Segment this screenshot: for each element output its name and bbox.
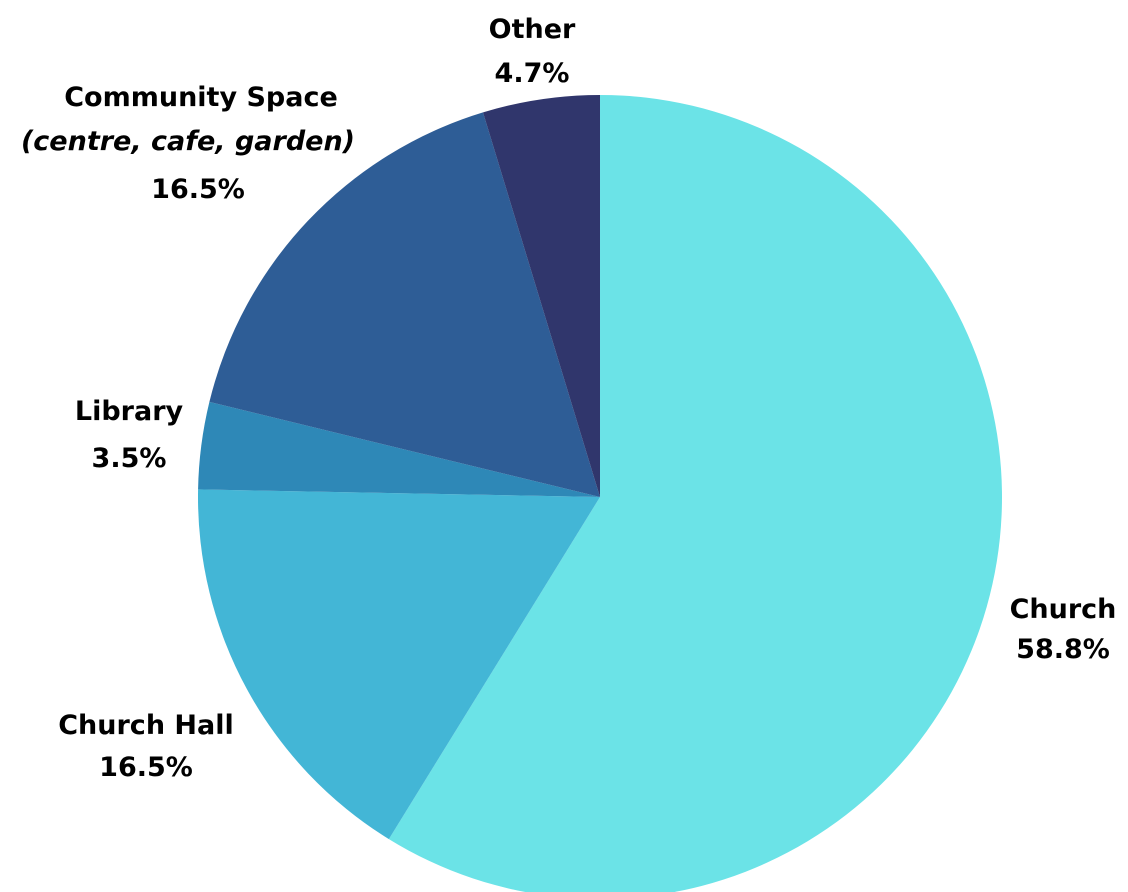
pie-slice-church — [388, 95, 1002, 892]
pie-slices — [197, 95, 1002, 892]
slice-value-community-space: 16.5% — [151, 174, 245, 205]
pie-slice-community-space — [209, 112, 600, 498]
slice-sublabel-community-space: (centre, cafe, garden) — [21, 126, 355, 157]
pie-labels: Church 58.8% Church Hall 16.5% Library 3… — [21, 14, 1116, 783]
slice-value-church-hall: 16.5% — [99, 752, 193, 783]
slice-label-library: Library — [75, 396, 184, 427]
slice-label-church: Church — [1010, 594, 1117, 625]
slice-label-other: Other — [489, 14, 576, 45]
slice-label-community-space: Community Space — [64, 82, 338, 113]
slice-value-other: 4.7% — [495, 58, 570, 89]
pie-slice-library — [198, 401, 600, 497]
slice-label-church-hall: Church Hall — [58, 710, 234, 741]
slice-value-library: 3.5% — [92, 443, 167, 474]
slice-value-church: 58.8% — [1016, 634, 1110, 665]
pie-slice-other — [483, 95, 600, 497]
pie-slice-church-hall — [197, 489, 601, 840]
